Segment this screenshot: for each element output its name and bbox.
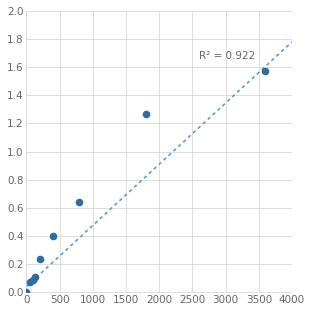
Point bbox=[37, 256, 42, 261]
Point bbox=[24, 289, 29, 294]
Point bbox=[144, 111, 149, 116]
Point bbox=[31, 277, 36, 282]
Point bbox=[27, 280, 32, 285]
Point bbox=[77, 200, 82, 205]
Point bbox=[51, 233, 56, 238]
Point bbox=[263, 69, 268, 74]
Point bbox=[32, 274, 37, 279]
Text: R² = 0.922: R² = 0.922 bbox=[199, 51, 255, 61]
